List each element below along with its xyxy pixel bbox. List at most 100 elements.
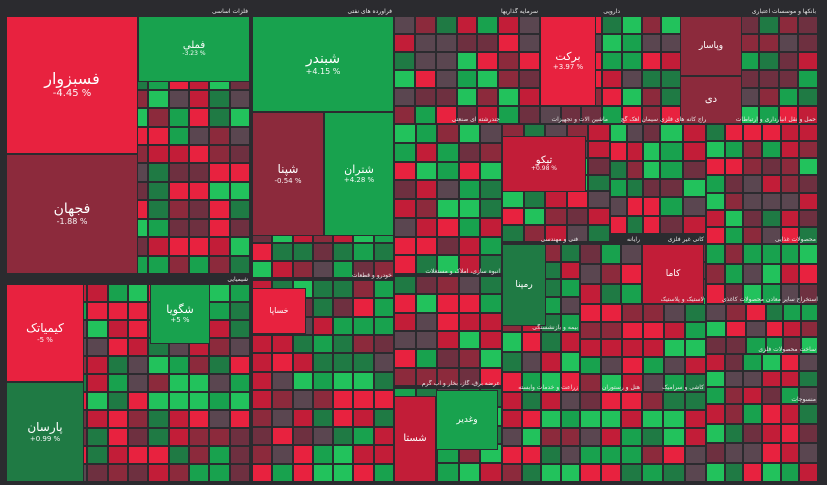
minor-stock-tile[interactable] (588, 140, 610, 158)
minor-stock-tile[interactable] (209, 320, 230, 338)
minor-stock-tile[interactable] (229, 410, 250, 428)
minor-stock-tile[interactable] (643, 321, 664, 340)
minor-stock-tile[interactable] (229, 320, 250, 338)
minor-stock-tile[interactable] (743, 462, 762, 482)
minor-stock-tile[interactable] (128, 428, 149, 446)
minor-stock-tile[interactable] (798, 106, 818, 124)
minor-stock-tile[interactable] (373, 260, 394, 278)
minor-stock-tile[interactable] (353, 445, 374, 464)
minor-stock-tile[interactable] (333, 243, 354, 261)
minor-stock-tile[interactable] (333, 371, 354, 391)
minor-stock-tile[interactable] (437, 294, 459, 313)
minor-stock-tile[interactable] (168, 181, 189, 201)
minor-stock-tile[interactable] (724, 226, 744, 244)
minor-stock-tile[interactable] (373, 445, 394, 464)
minor-stock-tile[interactable] (626, 160, 644, 179)
minor-stock-tile[interactable] (312, 316, 334, 336)
minor-stock-tile[interactable] (502, 191, 524, 209)
minor-stock-tile[interactable] (706, 337, 726, 354)
minor-stock-tile[interactable] (414, 70, 436, 88)
minor-stock-tile[interactable] (642, 464, 664, 482)
minor-stock-tile[interactable] (706, 158, 725, 176)
minor-stock-tile[interactable] (621, 244, 642, 264)
minor-stock-tile[interactable] (706, 141, 725, 159)
minor-stock-tile[interactable] (799, 462, 818, 482)
minor-stock-tile[interactable] (394, 106, 415, 124)
minor-stock-tile[interactable] (456, 106, 478, 124)
minor-stock-tile[interactable] (209, 302, 230, 320)
minor-stock-tile[interactable] (272, 390, 293, 409)
minor-stock-tile[interactable] (148, 163, 169, 182)
minor-stock-tile[interactable] (148, 428, 169, 446)
minor-stock-tile[interactable] (600, 446, 622, 464)
minor-stock-tile[interactable] (252, 445, 273, 464)
minor-stock-tile[interactable] (189, 255, 210, 274)
minor-stock-tile[interactable] (148, 200, 169, 219)
minor-stock-tile[interactable] (622, 339, 643, 357)
minor-stock-tile[interactable] (780, 370, 800, 388)
minor-stock-tile[interactable] (292, 463, 313, 482)
minor-stock-tile[interactable] (128, 410, 149, 428)
minor-stock-tile[interactable] (580, 464, 601, 482)
minor-stock-tile[interactable] (783, 304, 801, 321)
minor-stock-tile[interactable] (333, 335, 354, 354)
minor-stock-tile[interactable] (759, 88, 779, 106)
minor-stock-tile[interactable] (148, 392, 169, 410)
minor-stock-tile[interactable] (353, 426, 374, 446)
minor-stock-tile[interactable] (229, 218, 250, 238)
minor-stock-tile[interactable] (480, 217, 502, 237)
minor-stock-tile[interactable] (610, 160, 627, 179)
minor-stock-tile[interactable] (437, 367, 459, 386)
minor-stock-tile[interactable] (641, 106, 662, 124)
minor-stock-tile[interactable] (580, 428, 601, 446)
minor-stock-tile[interactable] (621, 264, 642, 284)
minor-stock-tile[interactable] (739, 16, 760, 34)
minor-stock-tile[interactable] (519, 70, 540, 88)
minor-stock-tile[interactable] (437, 236, 459, 256)
minor-stock-tile[interactable] (580, 244, 601, 264)
minor-stock-tile[interactable] (480, 255, 502, 274)
stock-tile[interactable]: شستا (394, 396, 436, 482)
minor-stock-tile[interactable] (661, 106, 681, 124)
minor-stock-tile[interactable] (541, 446, 561, 464)
minor-stock-tile[interactable] (252, 408, 273, 427)
minor-stock-tile[interactable] (724, 404, 744, 424)
minor-stock-tile[interactable] (683, 197, 706, 216)
minor-stock-tile[interactable] (643, 374, 664, 392)
minor-stock-tile[interactable] (229, 428, 250, 446)
minor-stock-tile[interactable] (189, 446, 210, 464)
stock-tile[interactable]: کیمیاتک -5 % (6, 284, 84, 382)
minor-stock-tile[interactable] (458, 276, 481, 295)
minor-stock-tile[interactable] (272, 408, 293, 427)
minor-stock-tile[interactable] (743, 175, 762, 193)
minor-stock-tile[interactable] (292, 426, 313, 446)
minor-stock-tile[interactable] (229, 392, 250, 410)
minor-stock-tile[interactable] (502, 446, 522, 464)
minor-stock-tile[interactable] (252, 463, 273, 482)
minor-stock-tile[interactable] (600, 244, 622, 264)
minor-stock-tile[interactable] (798, 34, 818, 52)
minor-stock-tile[interactable] (541, 372, 561, 392)
minor-stock-tile[interactable] (272, 243, 293, 261)
minor-stock-tile[interactable] (684, 428, 706, 446)
minor-stock-tile[interactable] (394, 367, 416, 386)
minor-stock-tile[interactable] (229, 108, 250, 127)
minor-stock-tile[interactable] (545, 191, 567, 209)
minor-stock-tile[interactable] (209, 145, 230, 164)
minor-stock-tile[interactable] (541, 332, 561, 352)
minor-stock-tile[interactable] (621, 410, 642, 428)
minor-stock-tile[interactable] (458, 142, 481, 162)
minor-stock-tile[interactable] (229, 181, 250, 201)
minor-stock-tile[interactable] (107, 428, 128, 446)
minor-stock-tile[interactable] (684, 410, 706, 428)
minor-stock-tile[interactable] (743, 387, 762, 404)
minor-stock-tile[interactable] (643, 304, 664, 322)
minor-stock-tile[interactable] (148, 374, 169, 392)
minor-stock-tile[interactable] (168, 218, 189, 238)
minor-stock-tile[interactable] (107, 302, 128, 320)
minor-stock-tile[interactable] (762, 158, 781, 176)
minor-stock-tile[interactable] (209, 464, 230, 482)
minor-stock-tile[interactable] (394, 331, 416, 350)
minor-stock-tile[interactable] (798, 52, 818, 70)
minor-stock-tile[interactable] (739, 70, 760, 88)
